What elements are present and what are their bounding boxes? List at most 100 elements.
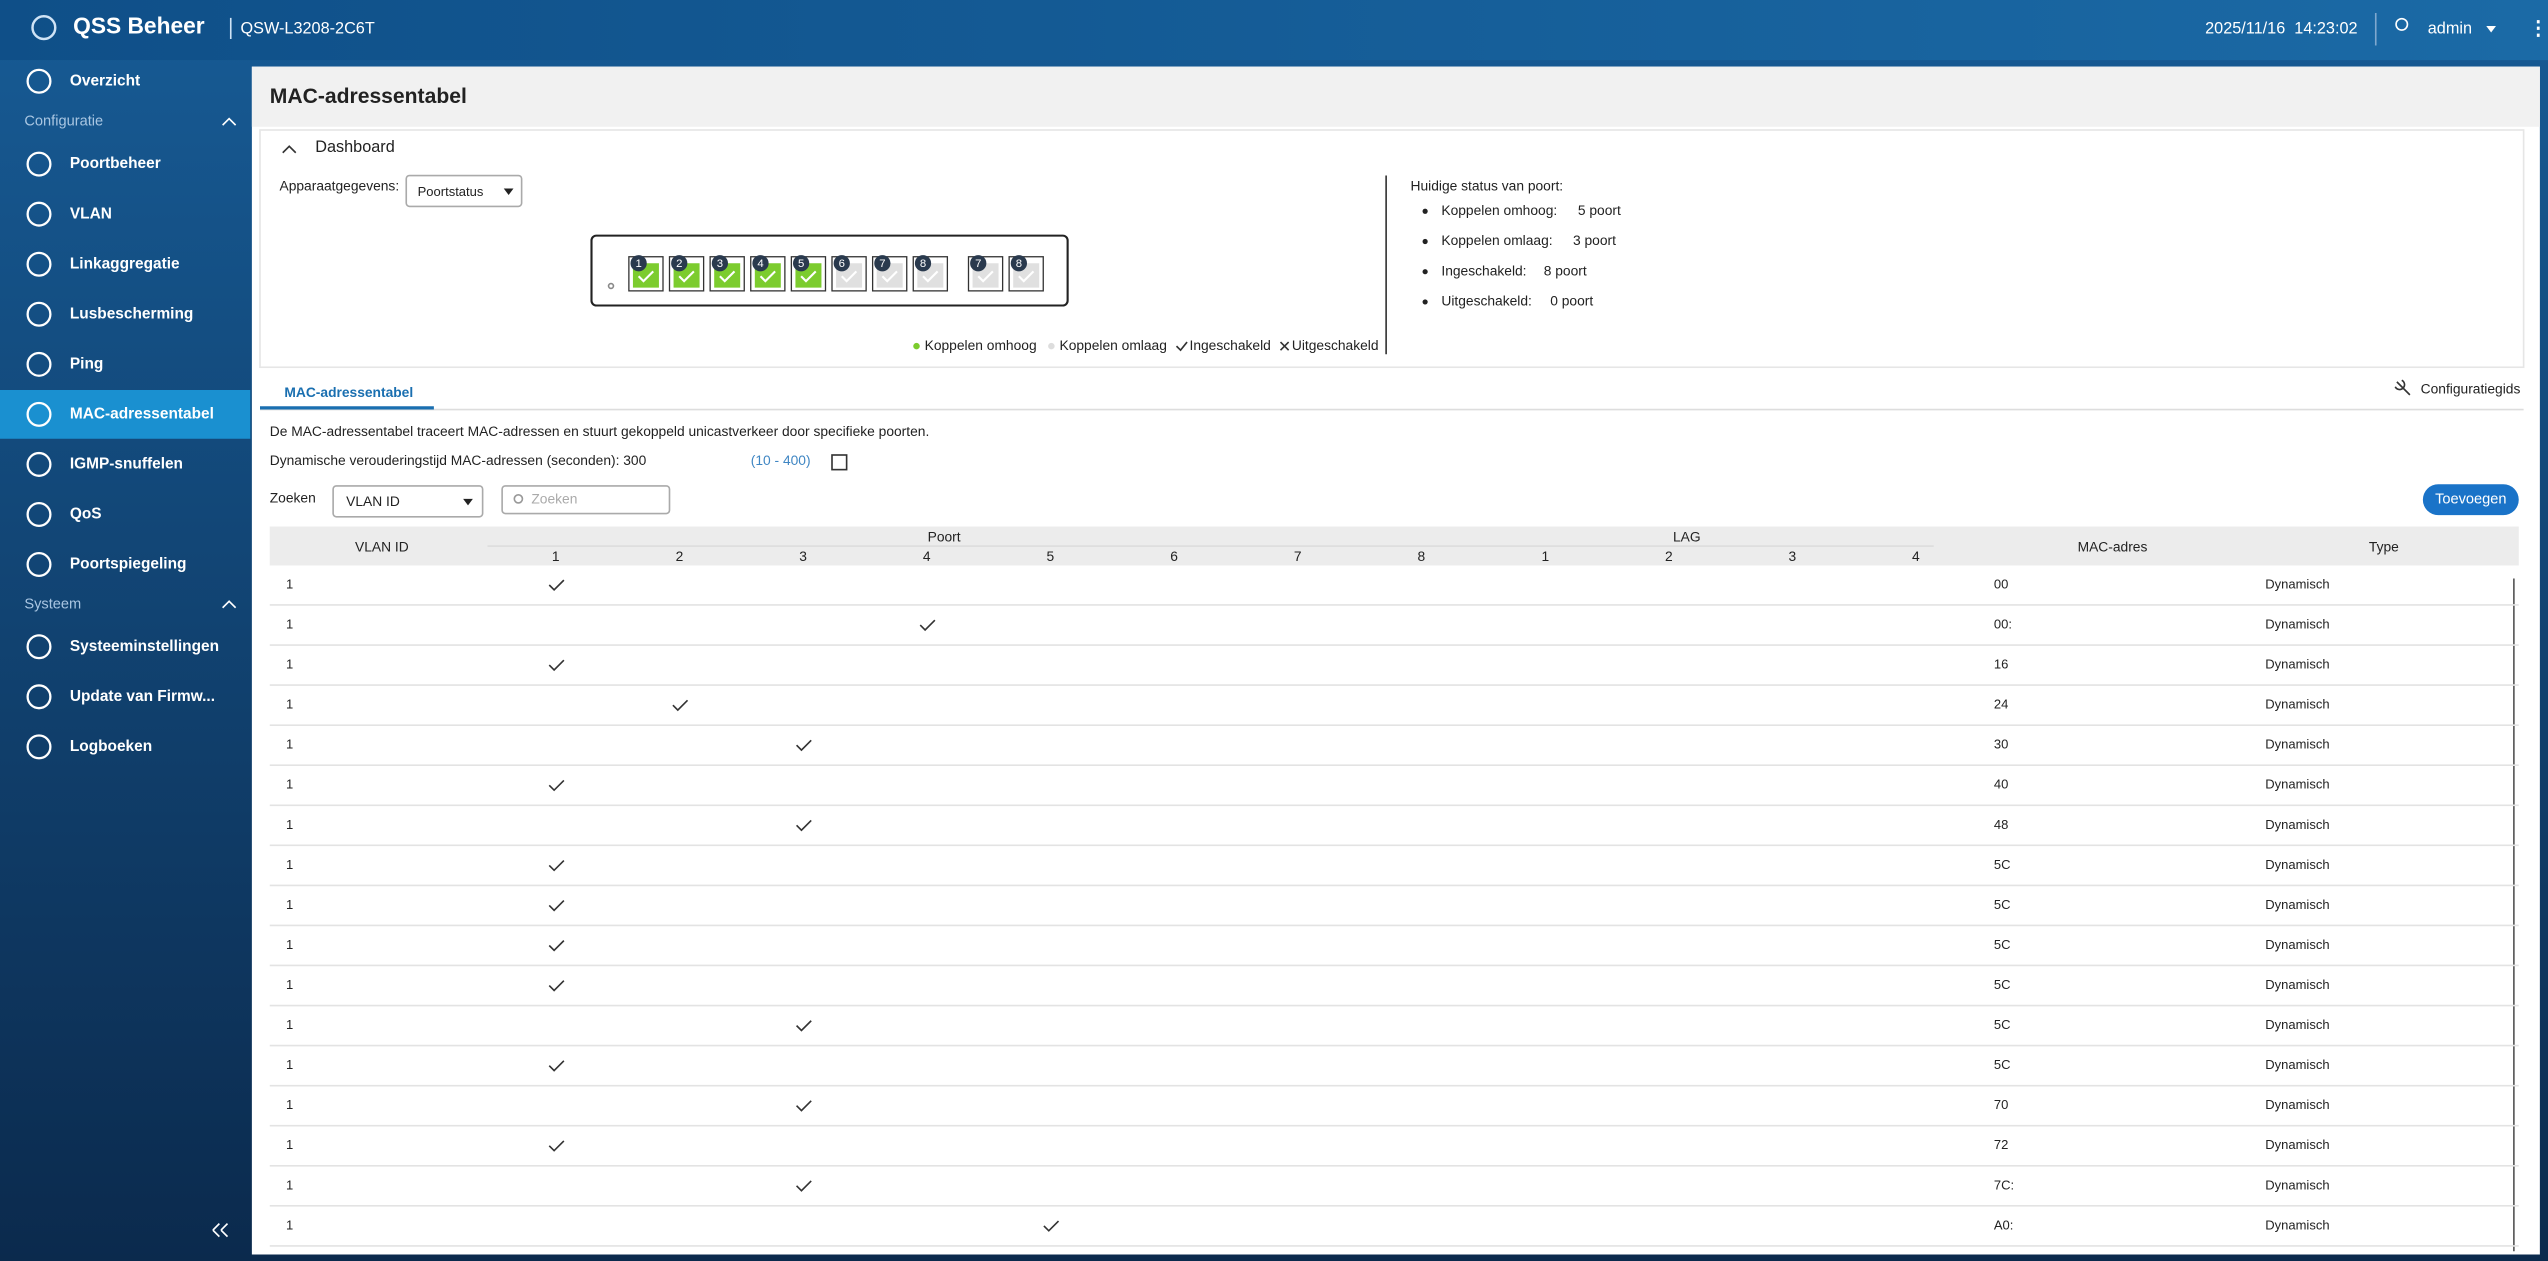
port-label: 7 (879, 258, 885, 270)
vlan-cell: 1 (286, 897, 293, 912)
device-select[interactable] (405, 174, 523, 208)
type-cell: Dynamisch (2265, 1057, 2329, 1072)
mac-cell: 00 (1994, 576, 2008, 591)
col-header[interactable]: MAC-adres (2078, 538, 2148, 554)
port-label: 7 (975, 258, 981, 270)
nav-item[interactable]: Poortbeheer (70, 155, 161, 172)
port-check (796, 819, 812, 832)
port-label: 3 (717, 258, 723, 270)
type-cell: Dynamisch (2265, 817, 2329, 832)
type-cell: Dynamisch (2265, 1137, 2329, 1152)
col-header[interactable]: VLAN ID (355, 538, 409, 554)
header-bar (0, 0, 2548, 61)
type-cell: Dynamisch (2265, 697, 2329, 712)
mac-cell: 5C (1994, 857, 2011, 872)
vlan-cell: 1 (286, 1017, 293, 1032)
nav-icon (26, 301, 52, 327)
legend-dot (1048, 342, 1055, 350)
vlan-cell: 1 (286, 937, 293, 952)
legend-dot (913, 342, 920, 350)
nav-item[interactable]: MAC-adressentabel (70, 405, 214, 422)
nav-section[interactable]: Systeem (24, 596, 81, 612)
port-check (922, 270, 939, 283)
col-group-header: LAG (1673, 529, 1701, 545)
nav-item[interactable]: Poortspiegeling (70, 556, 187, 573)
nav-icon (26, 251, 52, 277)
mac-cell: 7C: (1994, 1177, 2014, 1192)
col-group-header: Poort (928, 529, 961, 545)
add-button[interactable] (2422, 484, 2519, 516)
dashboard-title[interactable]: Dashboard (315, 138, 395, 156)
vlan-cell: 1 (286, 817, 293, 832)
collapse-sidebar[interactable] (212, 1223, 229, 1238)
nav-item[interactable]: IGMP-snuffelen (70, 456, 183, 473)
port-check (977, 270, 994, 283)
lag-col: 2 (1665, 548, 1673, 564)
type-cell: Dynamisch (2265, 897, 2329, 912)
type-cell: Dynamisch (2265, 616, 2329, 631)
vlan-cell: 1 (286, 857, 293, 872)
search-input[interactable] (501, 485, 671, 515)
bullet (1422, 208, 1428, 214)
port-check (919, 619, 936, 632)
port-label: 8 (1016, 258, 1022, 270)
port-label: 2 (676, 258, 682, 270)
port-col: 6 (1170, 548, 1178, 564)
status-value: 5 poort (1578, 202, 1621, 218)
nav-icon (26, 684, 52, 710)
collapse-icon[interactable] (282, 145, 297, 154)
type-cell: Dynamisch (2265, 937, 2329, 952)
nav-item[interactable]: QoS (70, 506, 102, 523)
edit-icon[interactable] (831, 454, 848, 471)
nav-item[interactable]: Ping (70, 355, 103, 372)
type-cell: Dynamisch (2265, 1177, 2329, 1192)
nav-item[interactable]: Linkaggregatie (70, 255, 180, 272)
port-check (678, 270, 695, 283)
nav-section[interactable]: Configuratie (24, 114, 103, 130)
user-menu[interactable]: admin (2428, 20, 2472, 38)
port-col: 8 (1418, 548, 1426, 564)
model: QSW-L3208-2C6T (241, 20, 375, 38)
tab-underline (260, 406, 434, 410)
lag-col: 3 (1789, 548, 1797, 564)
nav-item[interactable]: VLAN (70, 205, 112, 222)
bullet (1422, 269, 1428, 275)
nav-item[interactable]: Overzicht (70, 72, 140, 89)
port-check (759, 270, 776, 283)
port-check (548, 659, 565, 672)
col-header[interactable]: Type (2369, 538, 2399, 554)
vlan-cell: 1 (286, 657, 293, 672)
nav-item[interactable]: Update van Firmw... (70, 688, 215, 705)
nav-icon (26, 401, 52, 427)
legend-label: Uitgeschakeld (1292, 337, 1379, 353)
nav-item[interactable]: Systeeminstellingen (70, 638, 219, 655)
port-badge (914, 255, 932, 272)
port-check (796, 1100, 812, 1112)
type-cell: Dynamisch (2265, 857, 2329, 872)
nav-item[interactable]: Logboeken (70, 738, 152, 755)
port-check (841, 270, 858, 283)
status-title: Huidige status van poort: (1411, 178, 1564, 194)
guide-link[interactable]: Configuratiegids (2421, 381, 2521, 397)
status-label: Uitgeschakeld: (1441, 293, 1532, 309)
port-check (796, 1180, 812, 1192)
vlan-cell: 1 (286, 697, 293, 712)
port-label: 8 (920, 258, 926, 270)
port-badge (630, 255, 647, 272)
more-menu[interactable]: ⋮ (2529, 17, 2548, 39)
nav-icon (26, 451, 52, 477)
caret (503, 188, 514, 195)
lag-col: 4 (1912, 548, 1920, 564)
port-badge (970, 255, 987, 272)
nav-icon (26, 734, 52, 760)
port-col: 3 (799, 548, 807, 564)
type-cell: Dynamisch (2265, 1217, 2329, 1232)
port-check (548, 940, 565, 952)
mac-cell: 5C (1994, 977, 2011, 992)
search-field-select[interactable] (332, 485, 484, 518)
nav-item[interactable]: Lusbescherming (70, 305, 193, 322)
device-select-value: Poortstatus (418, 184, 484, 199)
search-label: Zoeken (270, 490, 316, 506)
tab[interactable]: MAC-adressentabel (284, 384, 413, 400)
vlan-cell: 1 (286, 977, 293, 992)
